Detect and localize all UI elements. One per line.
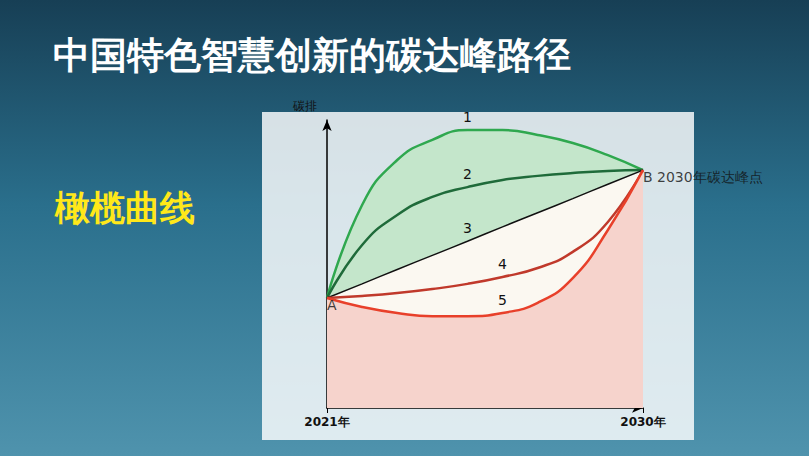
svg-text:4: 4 — [498, 256, 507, 272]
svg-text:1: 1 — [463, 109, 472, 125]
svg-text:2: 2 — [463, 166, 472, 182]
svg-text:B 2030年碳达峰点: B 2030年碳达峰点 — [643, 169, 763, 185]
svg-text:碳排: 碳排 — [292, 99, 317, 113]
svg-text:2021年: 2021年 — [304, 415, 349, 429]
svg-text:5: 5 — [498, 292, 507, 308]
svg-text:2030年: 2030年 — [620, 415, 665, 429]
svg-text:3: 3 — [463, 220, 472, 236]
svg-text:橄榄曲线: 橄榄曲线 — [54, 188, 195, 228]
svg-text:中国特色智慧创新的碳达峰路径: 中国特色智慧创新的碳达峰路径 — [53, 34, 571, 77]
svg-text:A: A — [327, 297, 337, 313]
